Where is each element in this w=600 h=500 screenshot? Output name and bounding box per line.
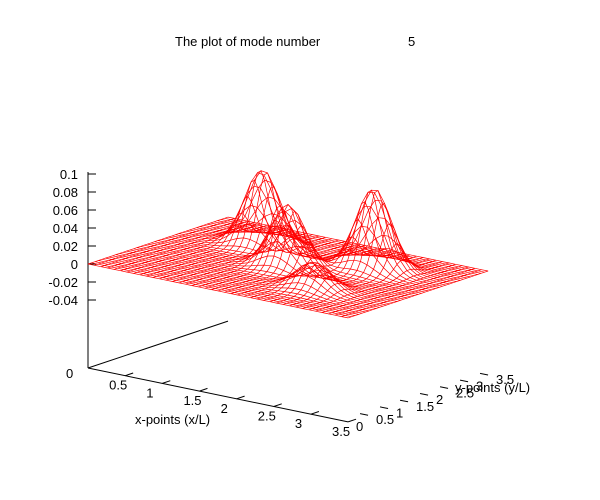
y-tick-mark: [419, 393, 429, 396]
y-tick-label: 2.5: [456, 385, 474, 400]
y-tick-label: 0.5: [376, 412, 394, 427]
mesh-line-x: [250, 236, 391, 299]
x-axis-line: [87, 367, 349, 423]
mesh-line-x: [172, 186, 313, 282]
y-tick-mark: [359, 413, 369, 416]
mesh-line-x: [230, 224, 372, 294]
mesh-line-x: [282, 202, 424, 305]
mesh-line-x: [347, 270, 489, 319]
mesh-line-x: [87, 216, 229, 265]
mesh-line-x: [94, 218, 235, 266]
y-tick-label: 1.5: [416, 399, 434, 414]
mesh-line-x: [328, 266, 469, 315]
tick-labels: 00.511.522.533.5 0 0.5 1 1.5 2 2.5 3 3.50.10.080…: [48, 167, 514, 439]
z-tick-label: 0.08: [53, 185, 78, 200]
mesh-line-x: [276, 190, 417, 304]
y-tick-mark: [399, 399, 409, 403]
mesh-line-x: [204, 219, 346, 289]
mesh-line-x: [224, 210, 365, 293]
z-tick-label: -0.04: [48, 293, 78, 308]
mesh-line-x: [159, 170, 300, 280]
mesh-line-x: [217, 203, 359, 292]
mesh-line-x: [302, 259, 443, 309]
plot-title: The plot of mode number 5: [175, 34, 415, 49]
mesh-line-x: [289, 223, 430, 307]
mesh-line-x: [321, 265, 463, 313]
mesh-line-x: [100, 219, 242, 268]
x-tick-label: 2.5: [258, 409, 276, 424]
mesh-line-x: [263, 201, 404, 301]
x-tick-mark: [273, 403, 282, 407]
x-tick-label: 0: [66, 366, 73, 381]
y-axis-line: [87, 320, 229, 369]
x-tick-mark: [162, 380, 171, 384]
mesh-line-x: [139, 212, 281, 276]
z-tick-label: -0.02: [48, 275, 78, 290]
x-tick-mark: [310, 411, 320, 415]
mesh-line-x: [185, 224, 326, 285]
mesh-line-x: [165, 172, 307, 281]
mesh-line-x: [256, 219, 398, 300]
x-tick-label: 3: [295, 416, 302, 431]
mesh-line-x: [308, 262, 450, 311]
y-tick-mark: [379, 406, 389, 409]
mesh-line-x: [334, 267, 476, 316]
mesh-line-x: [178, 205, 320, 284]
x-axis-label: x-points (x/L): [135, 412, 210, 427]
mesh-line-x: [113, 222, 255, 270]
mesh-line-x: [107, 220, 248, 269]
mesh-line-x: [120, 223, 261, 272]
y-axis-label: y-points (y/L): [455, 380, 530, 395]
x-tick-label: 2: [221, 401, 228, 416]
y-tick-label: 3.5: [496, 372, 514, 387]
mesh-line-x: [295, 243, 437, 308]
x-tick-label: 1.5: [183, 393, 201, 408]
y-tick-label: 2: [436, 392, 443, 407]
mesh-line-x: [237, 241, 378, 296]
y-tick-label: 3: [476, 379, 483, 394]
z-tick-label: 0.1: [60, 167, 78, 182]
x-tick-mark: [124, 372, 134, 377]
z-tick-label: 0.04: [53, 221, 78, 236]
x-tick-mark: [199, 387, 208, 392]
mesh-line-x: [269, 189, 411, 303]
y-tick-mark: [439, 386, 449, 389]
x-tick-mark: [347, 418, 357, 423]
mode-number-value: 5: [408, 34, 415, 49]
chart-title: The plot of mode number: [175, 34, 321, 49]
x-tick-label: 1: [146, 385, 153, 400]
z-tick-label: 0.06: [53, 203, 78, 218]
mesh-line-x: [126, 224, 268, 273]
mesh-line-x: [243, 248, 385, 297]
surface-mesh: [87, 170, 489, 319]
mesh-line-x: [146, 196, 287, 277]
axis-labels: x-points (x/L) y-points (y/L): [135, 380, 530, 427]
mesh-line-x: [133, 224, 274, 274]
x-tick-label: 3.5: [332, 424, 350, 439]
mesh-line-x: [341, 269, 482, 317]
mesh-line-x: [211, 207, 352, 290]
z-tick-label: 0.02: [53, 239, 78, 254]
mesh-line-x: [315, 263, 456, 312]
y-tick-mark: [459, 379, 469, 383]
axes: [87, 172, 489, 423]
x-tick-label: 0.5: [109, 378, 127, 393]
y-tick-label: 0: [356, 419, 363, 434]
x-tick-mark: [236, 395, 245, 400]
y-tick-mark: [479, 372, 489, 376]
z-tick-label: 0: [71, 257, 78, 272]
y-tick-label: 1: [396, 406, 403, 421]
mesh-line-x: [191, 238, 333, 286]
